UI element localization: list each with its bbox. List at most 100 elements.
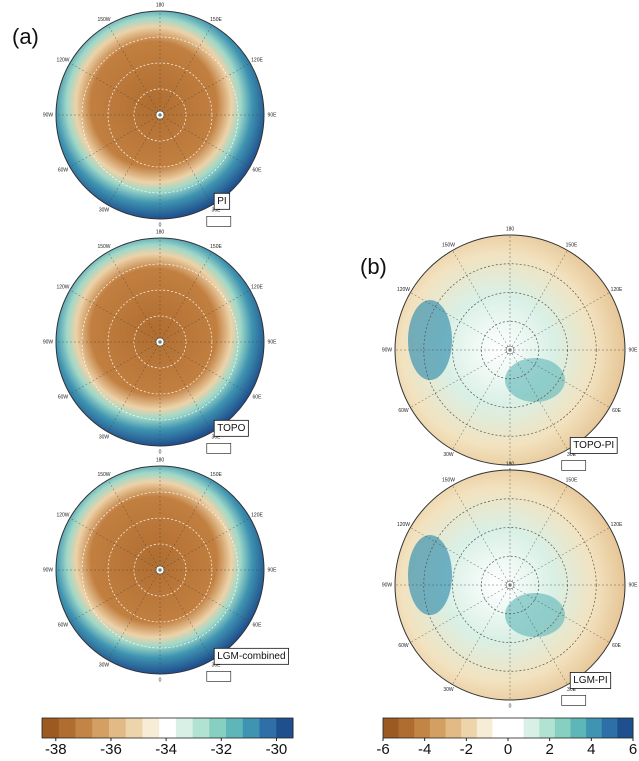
lon-label: 120E (251, 512, 263, 518)
colorbar-segment (42, 718, 59, 738)
lon-label: 30W (99, 208, 110, 214)
colorbar-segment (142, 718, 159, 738)
colorbar-tick-label: 4 (587, 741, 595, 758)
colorbar-tick-label: -2 (460, 741, 473, 758)
map-label: PI (217, 196, 226, 207)
colorbar-segment (586, 718, 602, 738)
lon-label: 60E (612, 643, 622, 649)
colorbar-tick-label: -30 (266, 741, 288, 758)
colorbar-segment (524, 718, 540, 738)
colorbar-tick-label: -32 (210, 741, 232, 758)
vector-scale (562, 695, 586, 705)
colorbar-tick-label: -4 (418, 741, 431, 758)
colorbar-segment (399, 718, 415, 738)
lon-label: 90W (43, 112, 54, 118)
map-label: LGM-PI (573, 675, 607, 686)
anomaly-patch (408, 535, 452, 615)
colorbar-segment (539, 718, 555, 738)
colorbar-segment (555, 718, 571, 738)
map-label: TOPO-PI (573, 440, 614, 451)
colorbar-segment (414, 718, 430, 738)
lon-label: 150W (97, 17, 110, 23)
lon-label: 90E (629, 582, 639, 588)
colorbar-segment (477, 718, 493, 738)
colorbar-segment (193, 718, 210, 738)
vector-scale (562, 460, 586, 470)
colorbar-tick-label: 2 (545, 741, 553, 758)
lon-label: 0 (159, 677, 162, 683)
colorbar-tick-label: 6 (629, 741, 637, 758)
colorbar-segment (243, 718, 260, 738)
panel-label: (a) (12, 24, 39, 49)
colorbar-segment (109, 718, 126, 738)
lon-label: 150E (566, 478, 578, 484)
lon-label: 180 (156, 457, 165, 463)
colorbar-tick-label: -6 (376, 741, 389, 758)
lon-label: 60E (253, 167, 263, 173)
lon-label: 150E (210, 244, 222, 250)
lon-label: 150W (442, 243, 455, 249)
lon-label: 30W (99, 435, 110, 441)
colorbar-segment (602, 718, 618, 738)
lon-label: 180 (506, 461, 515, 467)
lon-label: 90E (629, 347, 639, 353)
colorbar-segment (159, 718, 176, 738)
colorbar-segment (260, 718, 277, 738)
lon-label: 0 (159, 449, 162, 455)
lon-label: 180 (156, 2, 165, 8)
anomaly-patch (408, 300, 452, 380)
lon-label: 120W (56, 57, 69, 63)
panel-label: (b) (360, 254, 387, 279)
lon-label: 120E (251, 284, 263, 290)
colorbar-segment (276, 718, 293, 738)
lon-label: 120W (397, 287, 410, 293)
colorbar-segment (75, 718, 92, 738)
lon-label: 60E (612, 408, 622, 414)
lon-label: 90E (268, 112, 278, 118)
lon-label: 180 (506, 226, 515, 232)
map-label: LGM-combined (217, 651, 285, 662)
colorbar-segment (571, 718, 587, 738)
vector-scale (207, 216, 231, 226)
lon-label: 60W (58, 622, 69, 628)
lon-label: 90E (268, 339, 278, 345)
colorbar-segment (209, 718, 226, 738)
lon-label: 120W (397, 522, 410, 528)
lon-label: 180 (156, 229, 165, 235)
vector-scale (207, 671, 231, 681)
lon-label: 30W (443, 687, 454, 693)
lon-label: 120W (56, 512, 69, 518)
colorbar-segment (492, 718, 508, 738)
map-label: TOPO (217, 423, 245, 434)
lon-label: 150E (566, 243, 578, 249)
colorbar-segment (617, 718, 633, 738)
lon-label: 120E (251, 57, 263, 63)
lon-label: 150W (97, 244, 110, 250)
colorbar-segment (176, 718, 193, 738)
colorbar-tick-label: -34 (155, 741, 177, 758)
lon-label: 120W (56, 284, 69, 290)
vector-scale (207, 443, 231, 453)
colorbar-tick-label: -38 (45, 741, 67, 758)
lon-label: 60W (398, 408, 409, 414)
colorbar-segment (226, 718, 243, 738)
lon-label: 90W (43, 567, 54, 573)
colorbar-segment (126, 718, 143, 738)
colorbar-segment (461, 718, 477, 738)
lon-label: 150W (97, 472, 110, 478)
lon-label: 0 (159, 222, 162, 228)
lon-label: 60W (58, 394, 69, 400)
colorbar-tick-label: -36 (100, 741, 122, 758)
lon-label: 150W (442, 478, 455, 484)
colorbar-segment (383, 718, 399, 738)
colorbar-segment (446, 718, 462, 738)
lon-label: 90W (43, 339, 54, 345)
lon-label: 0 (509, 703, 512, 709)
colorbar-tick-label: 0 (504, 741, 512, 758)
colorbar-segment (59, 718, 76, 738)
lon-label: 150E (210, 472, 222, 478)
colorbar-segment (430, 718, 446, 738)
lon-label: 150E (210, 17, 222, 23)
lon-label: 90W (382, 582, 393, 588)
lon-label: 120E (611, 287, 623, 293)
